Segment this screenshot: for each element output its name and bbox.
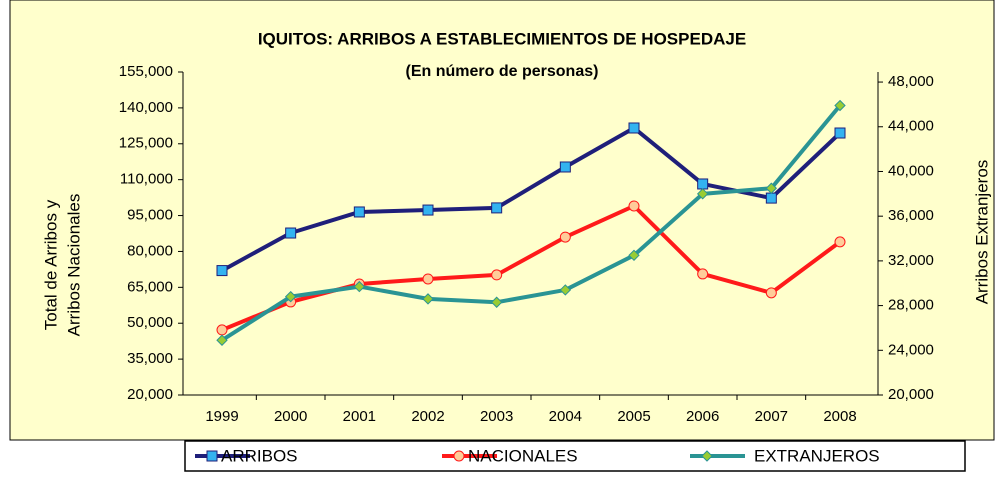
point	[353, 206, 365, 218]
y-tick-label: 35,000	[127, 350, 173, 367]
point	[491, 202, 503, 214]
point	[422, 273, 434, 285]
point	[491, 269, 503, 281]
point	[834, 127, 846, 139]
x-tick-label: 2006	[686, 408, 719, 425]
point	[285, 227, 297, 239]
legend-label: ARRIBOS	[221, 446, 298, 465]
point	[559, 231, 571, 243]
y-tick-label: 95,000	[127, 207, 173, 224]
legend-marker	[206, 450, 218, 462]
point	[559, 161, 571, 173]
y-tick-label: 110,000	[120, 171, 173, 188]
point	[696, 188, 709, 200]
point	[216, 334, 228, 346]
point	[422, 293, 434, 305]
point	[216, 324, 228, 336]
point	[697, 268, 709, 280]
y2-tick-label: 44,000	[888, 118, 934, 135]
x-tick-label: 1999	[205, 408, 238, 425]
x-tick-label: 2003	[480, 408, 513, 425]
y-tick-label: 50,000	[127, 314, 173, 331]
point	[559, 284, 572, 296]
point	[834, 236, 846, 248]
y-tick-label: 140,000	[119, 99, 173, 116]
point	[834, 99, 846, 112]
point	[490, 296, 503, 308]
point	[765, 192, 777, 204]
legend-box	[184, 440, 966, 472]
y2-tick-label: 20,000	[888, 386, 934, 403]
chart-subtitle: (En número de personas)	[406, 63, 599, 80]
chart-title: IQUITOS: ARRIBOS A ESTABLECIMIENTOS DE H…	[258, 29, 746, 48]
point	[628, 249, 640, 262]
chart-frame	[9, 0, 995, 441]
x-tick-label: 2001	[343, 408, 376, 425]
y-tick-label: 125,000	[119, 135, 173, 152]
y-axis-label: Arribos Nacionales	[64, 194, 83, 337]
point	[628, 200, 640, 212]
y2-tick-label: 48,000	[888, 73, 934, 90]
x-tick-label: 2000	[274, 408, 307, 425]
legend-marker	[701, 450, 713, 462]
y-tick-label: 20,000	[127, 386, 173, 403]
legend-label: EXTRANJEROS	[754, 446, 880, 465]
y2-tick-label: 40,000	[888, 162, 934, 179]
point	[765, 182, 778, 194]
point	[216, 265, 228, 277]
y2-tick-label: 36,000	[888, 207, 934, 224]
point	[697, 178, 709, 190]
point	[628, 122, 640, 134]
series-line	[220, 104, 842, 342]
y-tick-label: 155,000	[119, 63, 173, 80]
point	[284, 290, 297, 303]
point	[422, 204, 434, 216]
x-tick-label: 2007	[755, 408, 788, 425]
y2-tick-label: 24,000	[888, 341, 934, 358]
point	[765, 287, 777, 299]
y-tick-label: 65,000	[127, 278, 173, 295]
point	[353, 280, 366, 293]
legend-marker	[453, 450, 465, 462]
x-tick-label: 2005	[617, 408, 650, 425]
x-tick-label: 2008	[823, 408, 856, 425]
y-axis-label: Total de Arribos y	[41, 199, 60, 330]
x-tick-label: 2004	[549, 408, 582, 425]
y2-axis-label: Arribos Extranjeros	[972, 160, 991, 305]
y2-tick-label: 32,000	[888, 252, 934, 269]
x-tick-label: 2002	[411, 408, 444, 425]
y-tick-label: 80,000	[127, 242, 173, 259]
y2-tick-label: 28,000	[888, 297, 934, 314]
legend-label: NACIONALES	[468, 446, 578, 465]
